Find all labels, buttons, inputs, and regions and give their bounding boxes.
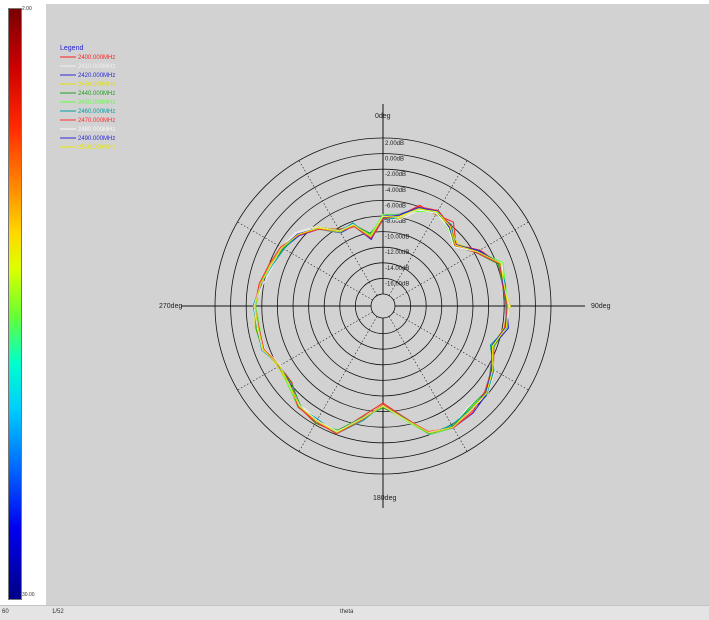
legend-entry: 2440.000MHz xyxy=(78,91,115,97)
polar-chart: 2.00dB 0.00dB -2.00dB -4.00dB -6.00dB -8.00dB… xyxy=(60,45,611,508)
colorbar xyxy=(8,8,22,600)
series-line-5 xyxy=(255,210,509,435)
angle-label-top: 0deg xyxy=(375,113,391,120)
radial-tick-label: -2.00dB xyxy=(385,172,406,178)
status-left-b: 1/52 xyxy=(52,609,64,615)
series-line-6 xyxy=(252,208,508,435)
legend-entry: 2490.000MHz xyxy=(78,136,115,142)
series-line-4 xyxy=(255,209,507,434)
angular-spoke xyxy=(393,311,529,391)
legend-entry: 2420.000MHz xyxy=(78,73,115,79)
colorbar-bottom-label: 30.00 xyxy=(22,592,35,598)
legend-entry: 2400.000MHz xyxy=(78,55,115,61)
angular-spoke xyxy=(237,221,373,301)
radial-tick-label: -8.00dB xyxy=(385,219,406,225)
angular-spoke xyxy=(393,221,529,301)
legend-entry: 2480.000MHz xyxy=(78,127,115,133)
radial-tick-label: -16.00dB xyxy=(385,281,409,287)
angle-label-bottom: 180deg xyxy=(373,495,396,502)
angular-spoke xyxy=(298,160,378,296)
legend-entry: 2430.000MHz xyxy=(78,82,115,88)
angle-label-left: 270deg xyxy=(159,303,182,310)
radial-tick-label: -14.00dB xyxy=(385,266,409,272)
angular-spoke xyxy=(388,316,468,452)
angular-spoke xyxy=(237,311,373,391)
radial-tick-label: -10.00dB xyxy=(385,235,409,241)
radial-grid-center xyxy=(370,293,396,319)
legend-entry: 2450.000MHz xyxy=(78,100,115,106)
radial-tick-label: -12.00dB xyxy=(385,250,409,256)
legend-entry: 2410.000MHz xyxy=(78,64,115,70)
status-bar: 60 1/52 theta xyxy=(0,605,709,620)
radial-tick-label: -4.00dB xyxy=(385,188,406,194)
legend-entry: 2460.000MHz xyxy=(78,109,115,115)
series-line-8 xyxy=(253,209,510,433)
status-left-a: 60 xyxy=(2,609,9,615)
colorbar-panel: 2.00 30.00 xyxy=(0,0,46,619)
angle-label-right: 90deg xyxy=(591,303,611,310)
legend-title: Legend xyxy=(60,45,83,52)
legend-entry: 2470.000MHz xyxy=(78,118,115,124)
series-line-10 xyxy=(254,208,509,434)
series-line-7 xyxy=(254,206,508,435)
plot-panel: 2.00dB 0.00dB -2.00dB -4.00dB -6.00dB -8.00dB… xyxy=(46,4,709,605)
radial-tick-label: 2.00dB xyxy=(385,141,404,147)
legend-entry: 2500.000MHz xyxy=(78,145,115,151)
radial-tick-label: -6.00dB xyxy=(385,203,406,209)
radial-tick-label: 0.00dB xyxy=(385,157,404,163)
angular-spoke xyxy=(388,160,468,296)
status-axis-name: theta xyxy=(340,609,354,615)
colorbar-top-label: 2.00 xyxy=(22,6,32,12)
angular-spoke xyxy=(298,316,378,452)
